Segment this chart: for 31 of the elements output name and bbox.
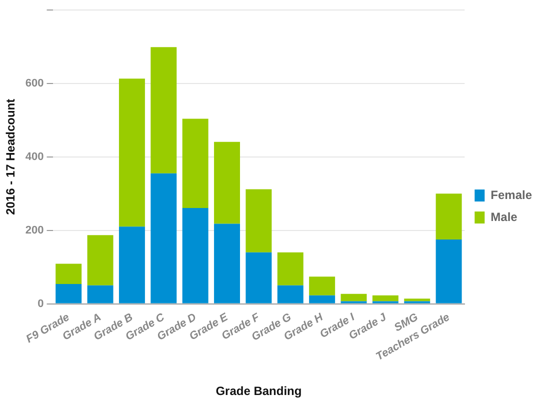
bar (277, 285, 304, 304)
bar (87, 235, 114, 286)
bar (404, 298, 430, 302)
bar (340, 294, 367, 302)
bar (372, 295, 398, 302)
bar (56, 264, 82, 284)
y-tick-label: 600 (25, 77, 44, 90)
bar (436, 240, 462, 304)
bar (150, 173, 177, 304)
bar (436, 194, 462, 240)
bar (182, 118, 208, 208)
y-axis-title: 2016 - 17 Headcount (4, 98, 18, 215)
y-tick-label: 400 (25, 150, 44, 163)
x-axis-title: Grade Banding (216, 384, 302, 398)
bar (309, 276, 336, 296)
bar (214, 224, 240, 304)
bar (87, 285, 114, 304)
bar (118, 226, 145, 304)
bar (182, 208, 208, 304)
bar (246, 189, 272, 252)
y-tick-label: 0 (38, 298, 44, 310)
bar (56, 284, 82, 304)
y-tick-label: 200 (25, 224, 44, 236)
legend-label: Male (490, 210, 518, 224)
bar (118, 78, 145, 227)
legend-label: Female (490, 188, 532, 202)
bar (150, 47, 177, 174)
bar (277, 252, 304, 286)
bar (214, 142, 240, 224)
bar (246, 252, 272, 304)
bar (309, 295, 336, 304)
